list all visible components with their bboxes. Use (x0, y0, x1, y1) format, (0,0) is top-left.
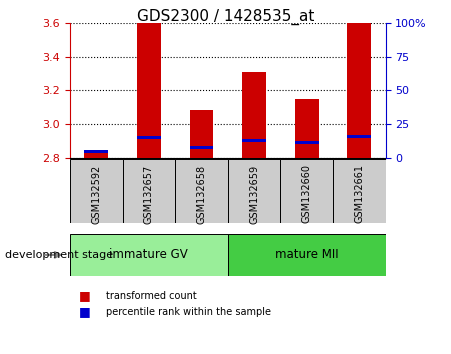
Bar (84, 150, 108, 153)
Text: GSM132657: GSM132657 (144, 164, 154, 224)
Bar (228, 159, 281, 223)
Text: ■: ■ (79, 289, 91, 302)
Text: GSM132659: GSM132659 (249, 164, 259, 223)
Bar (228, 234, 386, 276)
Text: GSM132592: GSM132592 (91, 164, 101, 224)
Text: mature MII: mature MII (275, 249, 339, 261)
Bar (123, 159, 175, 223)
Bar (347, 135, 371, 138)
Bar (347, 23, 371, 158)
Bar (137, 136, 161, 139)
Text: GSM132660: GSM132660 (302, 164, 312, 223)
Bar (70, 159, 123, 223)
Text: percentile rank within the sample: percentile rank within the sample (106, 307, 271, 316)
Bar (295, 141, 318, 144)
Bar (84, 151, 108, 158)
Bar (189, 147, 213, 149)
Bar (242, 139, 266, 142)
Text: immature GV: immature GV (110, 249, 188, 261)
Text: GDS2300 / 1428535_at: GDS2300 / 1428535_at (137, 9, 314, 25)
Bar (70, 234, 228, 276)
Text: development stage: development stage (5, 250, 113, 260)
Text: ■: ■ (79, 305, 91, 318)
Bar (333, 159, 386, 223)
Bar (175, 159, 228, 223)
Bar (137, 23, 161, 158)
Text: transformed count: transformed count (106, 291, 197, 301)
Bar (242, 72, 266, 158)
Bar (281, 159, 333, 223)
Text: GSM132661: GSM132661 (354, 164, 364, 223)
Bar (295, 99, 318, 158)
Text: GSM132658: GSM132658 (197, 164, 207, 223)
Bar (189, 110, 213, 158)
